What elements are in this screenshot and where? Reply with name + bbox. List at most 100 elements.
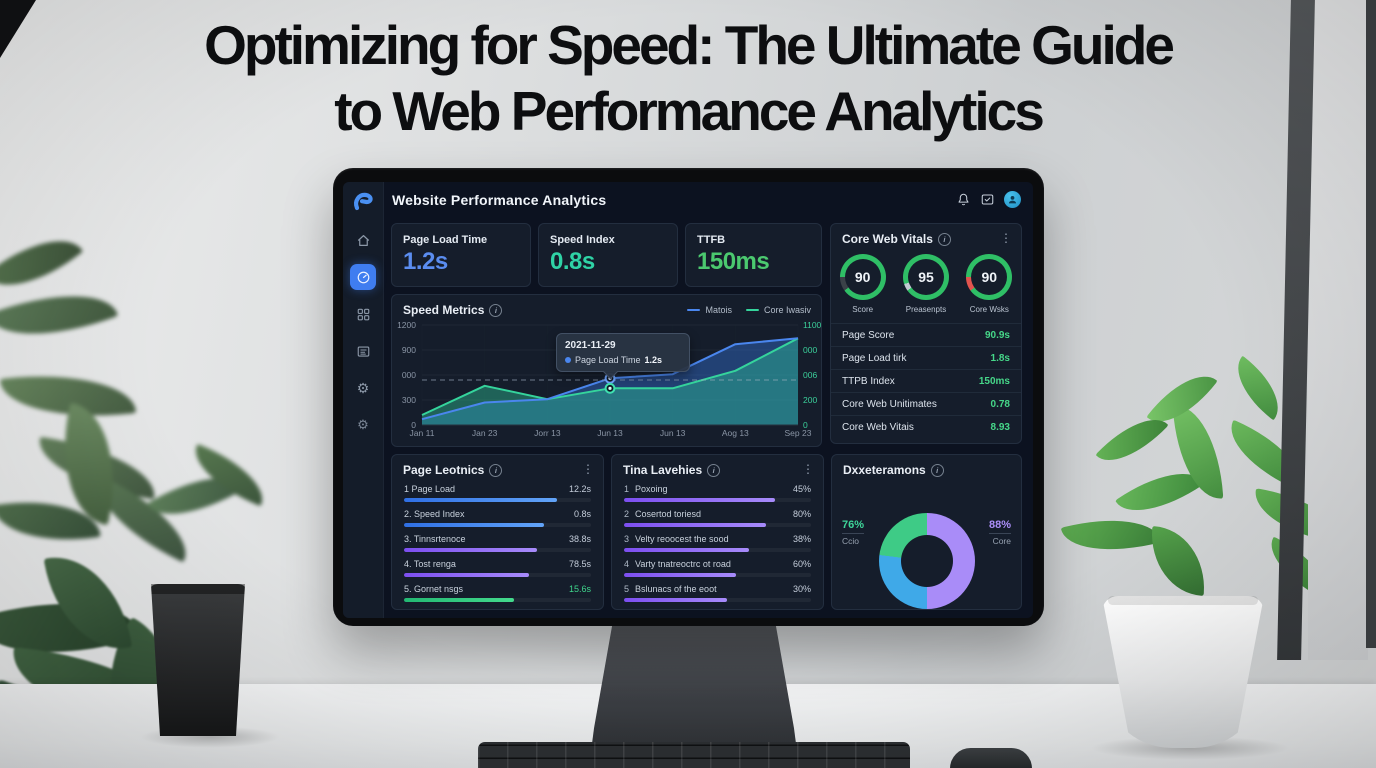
metric-value: 0.8s <box>550 248 595 275</box>
list-item[interactable]: 2 Cosertod toriesd 80% <box>624 509 811 527</box>
list-item[interactable]: 3 Velty reoocest the sood 38% <box>624 534 811 552</box>
kebab-menu-icon[interactable]: ⋮ <box>582 462 594 476</box>
metric-card-ttfb[interactable]: TTFB 150ms <box>685 223 822 287</box>
metric-label: Page Load Time <box>403 234 488 246</box>
monitor-stand <box>592 624 796 754</box>
svg-text:000: 000 <box>402 370 416 380</box>
sidebar: ⚙ ⚙ <box>343 182 384 618</box>
panel-title: Tina Lavehies <box>623 463 703 477</box>
svg-text:Jan 23: Jan 23 <box>472 428 498 438</box>
svg-text:0: 0 <box>411 420 416 430</box>
speed-metrics-chart[interactable]: 1200 900 000 300 0 1100 000 006 200 0 Jan 11 Jan 23… <box>392 295 823 448</box>
window-edge <box>1366 0 1376 648</box>
sidebar-item-preferences[interactable]: ⚙ <box>357 417 369 432</box>
chart-tooltip: 2021-11-29 Page Load Time 1.2s <box>556 333 690 372</box>
panel-title: Dxxeteramons <box>843 463 926 477</box>
donut-stat-left: 76% Ccio <box>842 519 865 546</box>
hero-title-line2: to Web Performance Analytics <box>334 80 1045 142</box>
app-logo-icon <box>354 192 373 211</box>
info-icon[interactable]: i <box>489 303 503 317</box>
list-item[interactable]: 5 Bslunacs of the eoot 30% <box>624 584 811 602</box>
svg-text:0: 0 <box>803 420 808 430</box>
app-header: Website Performance Analytics <box>383 182 1033 218</box>
metric-label: TTFB <box>697 234 726 246</box>
keyboard <box>478 742 910 768</box>
metric-label: Speed Index <box>550 234 615 246</box>
metric-value: 1.2s <box>403 248 448 275</box>
stat-row[interactable]: Page Load tirk 1.8s <box>831 346 1021 369</box>
list-item[interactable]: 4. Tost renga 78.5s <box>404 559 591 577</box>
kebab-menu-icon[interactable]: ⋮ <box>802 462 814 476</box>
legend-item-matois[interactable]: Matois <box>687 305 732 315</box>
panel-title: Page Leotnics <box>403 463 485 477</box>
chart-legend: Matois Core Iwasiv <box>687 305 811 315</box>
gauge-ring: 90 <box>966 254 1013 300</box>
svg-text:Jorr 13: Jorr 13 <box>534 428 561 438</box>
stat-row[interactable]: Core Web Unitimates 0.78 <box>831 392 1021 415</box>
sidebar-item-reports[interactable] <box>350 338 376 364</box>
list-item[interactable]: 3. Tinnsrtenoce 38.8s <box>404 534 591 552</box>
info-icon[interactable]: i <box>937 232 951 246</box>
panel-title: Speed Metrics <box>403 303 485 317</box>
stat-row[interactable]: Core Web Vitais 8.93 <box>831 415 1021 438</box>
bell-icon[interactable] <box>956 192 971 207</box>
window-pane <box>1308 0 1368 660</box>
stat-row[interactable]: Page Score 90.9s <box>831 323 1021 346</box>
list-item[interactable]: 4 Varty tnatreoctrc ot road 60% <box>624 559 811 577</box>
app-title: Website Performance Analytics <box>392 192 607 208</box>
svg-text:Sep 23: Sep 23 <box>785 428 812 438</box>
page-metrics-panel: Page Leotnics i ⋮ 1 Page Load 12.2s 2. Sp… <box>391 454 604 610</box>
sidebar-item-apps[interactable] <box>350 301 376 327</box>
kebab-menu-icon[interactable]: ⋮ <box>1000 231 1012 245</box>
list-item[interactable]: 1 Poxoing 45% <box>624 484 811 502</box>
svg-text:300: 300 <box>402 395 416 405</box>
left-plant-pot <box>151 584 245 736</box>
panel-title: Core Web Vitals <box>842 232 933 246</box>
svg-text:1100: 1100 <box>803 320 822 330</box>
svg-text:Jan 11: Jan 11 <box>410 428 435 438</box>
cwv-gauges: 90 Score 95 Preasenpts 90 Core Wsks <box>831 254 1021 314</box>
donut-chart[interactable] <box>878 513 975 609</box>
hero-title: Optimizing for Speed: The Ultimate Guide… <box>0 12 1376 144</box>
svg-text:200: 200 <box>803 395 817 405</box>
core-web-vitals-panel: Core Web Vitals i ⋮ 90 Score 95 Preasenp… <box>830 223 1022 444</box>
gauge-ring: 90 <box>839 254 886 300</box>
legend-item-core-iwasiv[interactable]: Core Iwasiv <box>745 305 811 315</box>
svg-text:000: 000 <box>803 345 817 355</box>
speed-metrics-panel: Speed Metrics i Matois Core Iwasiv 1200 9… <box>391 294 822 447</box>
monitor: ⚙ ⚙ Website Performance Analytics Page L… <box>333 168 1044 626</box>
metric-value: 150ms <box>697 248 770 275</box>
info-icon[interactable]: i <box>930 463 944 477</box>
mouse <box>950 748 1032 768</box>
svg-text:Jun 13: Jun 13 <box>660 428 686 438</box>
stat-row[interactable]: TTPB Index 150ms <box>831 369 1021 392</box>
inbox-check-icon[interactable] <box>980 192 995 207</box>
svg-text:Aog 13: Aog 13 <box>722 428 749 438</box>
list-item[interactable]: 1 Page Load 12.2s <box>404 484 591 502</box>
sidebar-item-dashboard[interactable] <box>350 264 376 290</box>
hero-title-line1: Optimizing for Speed: The Ultimate Guide <box>204 14 1175 76</box>
svg-text:Jun 13: Jun 13 <box>597 428 623 438</box>
sidebar-item-home[interactable] <box>350 227 376 253</box>
tooltip-series-dot <box>565 357 571 363</box>
info-icon[interactable]: i <box>707 463 721 477</box>
gauge-preasenpts: 95 Preasenpts <box>898 254 954 314</box>
dashboard-screen: ⚙ ⚙ Website Performance Analytics Page L… <box>343 182 1033 618</box>
sidebar-item-settings[interactable]: ⚙ <box>356 379 370 396</box>
gauge-ring: 95 <box>902 254 949 300</box>
gauge-score: 90 Score <box>835 254 891 314</box>
user-avatar[interactable] <box>1004 191 1021 208</box>
cwv-stats: Page Score 90.9s Page Load tirk 1.8s TTPB … <box>831 323 1021 438</box>
svg-text:006: 006 <box>803 370 817 380</box>
metric-card-speed-index[interactable]: Speed Index 0.8s <box>538 223 678 287</box>
info-icon[interactable]: i <box>489 463 503 477</box>
list-item[interactable]: 5. Gornet nsgs 15.6s <box>404 584 591 602</box>
donut-stat-right: 88% Core <box>988 519 1011 546</box>
tina-lavehies-panel: Tina Lavehies i ⋮ 1 Poxoing 45% 2 Cosertod … <box>611 454 824 610</box>
metric-card-page-load[interactable]: Page Load Time 1.2s <box>391 223 531 287</box>
right-plant-pot <box>1102 596 1264 748</box>
svg-text:900: 900 <box>402 345 416 355</box>
list-item[interactable]: 2. Speed Index 0.8s <box>404 509 591 527</box>
donut-panel: Dxxeteramons i 76% Ccio 88% Core <box>831 454 1022 610</box>
